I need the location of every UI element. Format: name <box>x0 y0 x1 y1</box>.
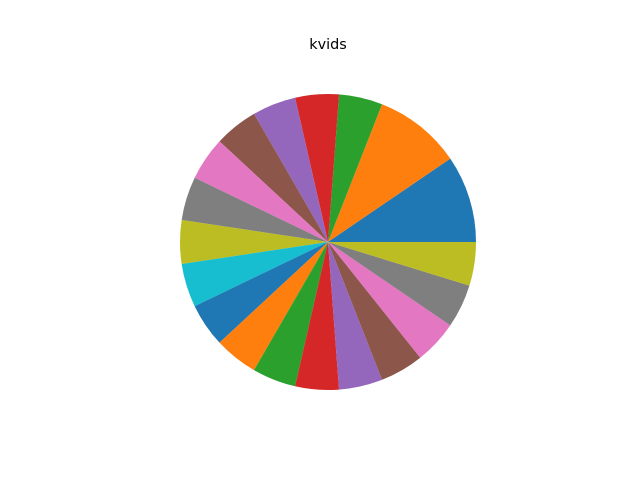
pie-slice-6 <box>219 113 328 242</box>
pie-slice-1 <box>328 158 476 242</box>
chart-title: kvids <box>309 37 346 53</box>
pie-slice-13 <box>254 242 328 387</box>
pie-slice-14 <box>295 242 340 390</box>
pie-slice-11 <box>194 242 328 343</box>
pie-slice-18 <box>328 242 470 326</box>
pie-slice-19 <box>328 242 476 286</box>
pie-slice-16 <box>328 242 421 380</box>
pie-slice-10 <box>181 242 328 307</box>
pie-slice-8 <box>181 177 328 242</box>
pie-slice-3 <box>328 94 383 242</box>
pie-slice-9 <box>179 219 328 265</box>
pie-slice-7 <box>194 141 328 242</box>
pie-slice-15 <box>328 242 383 390</box>
pie-slice-4 <box>295 94 340 243</box>
pie-slice-5 <box>254 97 328 243</box>
pie-slice-2 <box>328 104 451 242</box>
pie-slice-12 <box>219 242 328 371</box>
pie-slice-17 <box>328 242 451 358</box>
pie-slices <box>179 94 476 390</box>
